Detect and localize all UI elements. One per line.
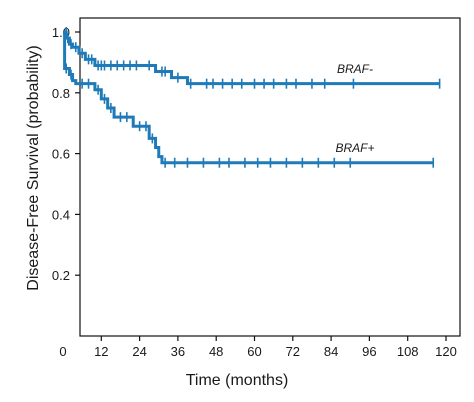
x-tick-label: 120 [435,344,457,359]
x-tick-label: 72 [286,344,300,359]
y-tick-label: 0.6 [52,147,70,162]
series-label-braf: BRAF- [337,62,373,76]
y-tick-label: 0.2 [52,268,70,283]
series-label-braf: BRAF+ [335,141,374,155]
y-axis-title: Disease-Free Survival (probability) [25,45,42,290]
y-tick-labels: 0.20.40.60.81.0 [52,25,70,283]
y-tick-label: 0.8 [52,86,70,101]
x-tick-labels: 0 12 24 36 48 60 72 84 96 108 120 [59,344,456,359]
x-tick-label: 36 [171,344,185,359]
axis-ticks [75,31,447,341]
series-labels: BRAF- BRAF+ [335,62,374,155]
x-tick-label: 24 [132,344,146,359]
survival-curves [63,27,441,168]
x-tick-label: 0 [59,344,66,359]
plot-frame [79,17,461,337]
survival-curve-braf [63,30,434,165]
survival-curve-braf [63,30,440,86]
x-tick-label: 60 [247,344,261,359]
x-tick-label: 12 [94,344,108,359]
x-tick-label: 96 [362,344,376,359]
x-tick-label: 48 [209,344,223,359]
x-axis-title: Time (months) [186,372,289,389]
x-tick-label: 108 [397,344,419,359]
x-tick-label: 84 [324,344,338,359]
y-tick-label: 0.4 [52,207,70,222]
